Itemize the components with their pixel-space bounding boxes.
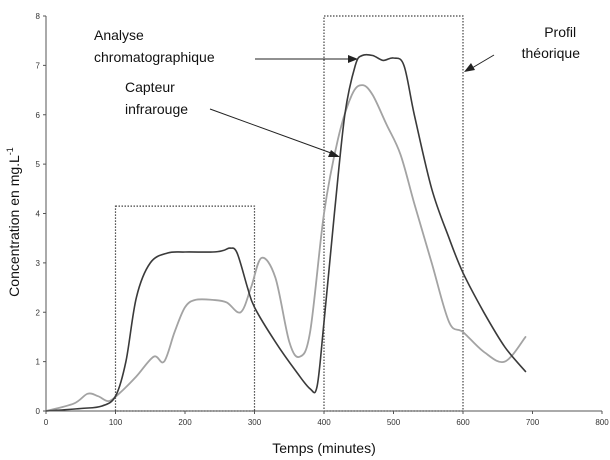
y-tick-labels: 0 1 2 3 4 5 6 7 8 bbox=[36, 12, 46, 416]
arrowhead-profile bbox=[464, 63, 475, 72]
x-tick-labels: 0 100 200 300 400 500 600 700 800 bbox=[44, 411, 609, 427]
x-tick-label: 800 bbox=[595, 418, 609, 427]
series-lines bbox=[45, 53, 527, 412]
y-axis-title-superscript: -1 bbox=[5, 147, 15, 155]
annotation-infrared-line-2: infrarouge bbox=[125, 101, 188, 117]
y-tick-label: 3 bbox=[36, 259, 41, 268]
annotation-profile: Profil théorique bbox=[522, 24, 581, 61]
annotation-profile-line-2: théorique bbox=[522, 45, 581, 61]
annotation-arrows bbox=[209, 54, 495, 157]
y-tick-label: 0 bbox=[36, 407, 41, 416]
y-axis-title-main: Concentration en mg.L bbox=[6, 155, 22, 297]
annotation-infrared-line-1: Capteur bbox=[125, 79, 175, 95]
profile-box-2 bbox=[323, 15, 464, 412]
x-tick-label: 300 bbox=[248, 418, 262, 427]
arrow-infrared bbox=[209, 108, 332, 154]
y-tick-label: 5 bbox=[36, 160, 41, 169]
annotation-chromatographic-line-2: chromatographique bbox=[94, 49, 215, 65]
series-line-chromatographic bbox=[45, 53, 527, 412]
arrowhead-infrared bbox=[328, 150, 340, 157]
annotation-chromatographic: Analyse chromatographique bbox=[94, 27, 215, 65]
annotation-chromatographic-line-1: Analyse bbox=[94, 27, 144, 43]
y-tick-label: 4 bbox=[36, 210, 41, 219]
arrowhead-chromatographic bbox=[348, 55, 358, 63]
x-tick-label: 0 bbox=[44, 418, 49, 427]
arrow-profile bbox=[471, 54, 495, 69]
x-tick-label: 700 bbox=[526, 418, 540, 427]
annotations: Analyse chromatographique Capteur infrar… bbox=[94, 24, 580, 117]
y-tick-label: 7 bbox=[36, 61, 41, 70]
x-tick-label: 500 bbox=[387, 418, 401, 427]
x-tick-label: 400 bbox=[317, 418, 331, 427]
y-tick-label: 1 bbox=[36, 358, 41, 367]
y-axis-title: Concentration en mg.L-1 bbox=[5, 147, 22, 297]
x-tick-label: 200 bbox=[178, 418, 192, 427]
y-tick-label: 8 bbox=[36, 12, 41, 21]
series-line-infrared bbox=[45, 84, 527, 412]
x-tick-label: 600 bbox=[456, 418, 470, 427]
y-tick-label: 6 bbox=[36, 111, 41, 120]
annotation-infrared: Capteur infrarouge bbox=[125, 79, 188, 117]
y-tick-label: 2 bbox=[36, 308, 41, 317]
x-tick-label: 100 bbox=[109, 418, 123, 427]
x-axis-title: Temps (minutes) bbox=[272, 440, 375, 456]
annotation-profile-line-1: Profil bbox=[544, 24, 576, 40]
